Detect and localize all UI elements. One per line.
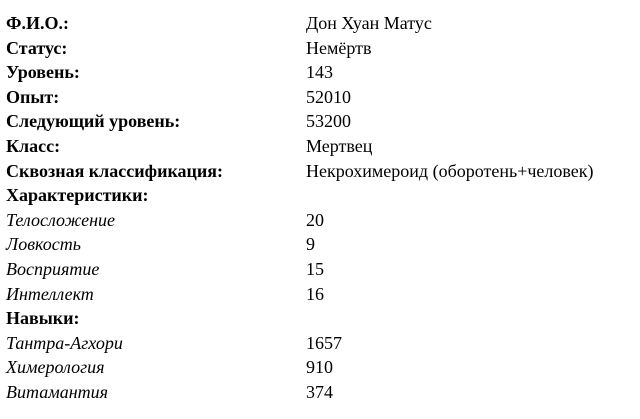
field-label: Уровень: [6, 62, 80, 83]
field-label: Сквозная классификация: [6, 160, 224, 181]
characteristic-value: 16 [306, 283, 324, 304]
skill-value: 374 [306, 381, 333, 402]
field-label: Ф.И.О.: [6, 13, 69, 33]
skills-heading: Навыки: [6, 308, 80, 329]
characteristic-value: 20 [306, 209, 324, 230]
characteristic-label: Интеллект [6, 283, 94, 304]
characteristic-value: 9 [306, 234, 315, 255]
field-value: Некрохимероид (оборотень+человек) [306, 160, 594, 181]
skill-value: 910 [306, 357, 333, 378]
skill-label: Витамантия [6, 381, 108, 402]
field-value: 53200 [306, 111, 351, 132]
skill-label: Химерология [6, 357, 105, 378]
characteristic-label: Восприятие [6, 258, 100, 279]
skill-label: Тантра-Агхори [6, 332, 123, 353]
characteristic-label: Телосложение [6, 209, 115, 230]
characteristics-heading: Характеристики: [6, 185, 149, 206]
skill-value: 1657 [306, 332, 342, 353]
characteristic-label: Ловкость [6, 234, 81, 255]
field-label: Опыт: [6, 86, 60, 107]
field-label: Класс: [6, 135, 61, 156]
characteristic-value: 15 [306, 258, 324, 279]
field-label: Статус: [6, 37, 68, 58]
field-value: Немёртв [306, 37, 372, 58]
field-label: Следующий уровень: [6, 111, 181, 132]
field-value: 143 [306, 62, 333, 83]
field-value: 52010 [306, 86, 351, 107]
field-value: Дон Хуан Матус [306, 13, 432, 33]
field-value: Мертвец [306, 135, 373, 156]
